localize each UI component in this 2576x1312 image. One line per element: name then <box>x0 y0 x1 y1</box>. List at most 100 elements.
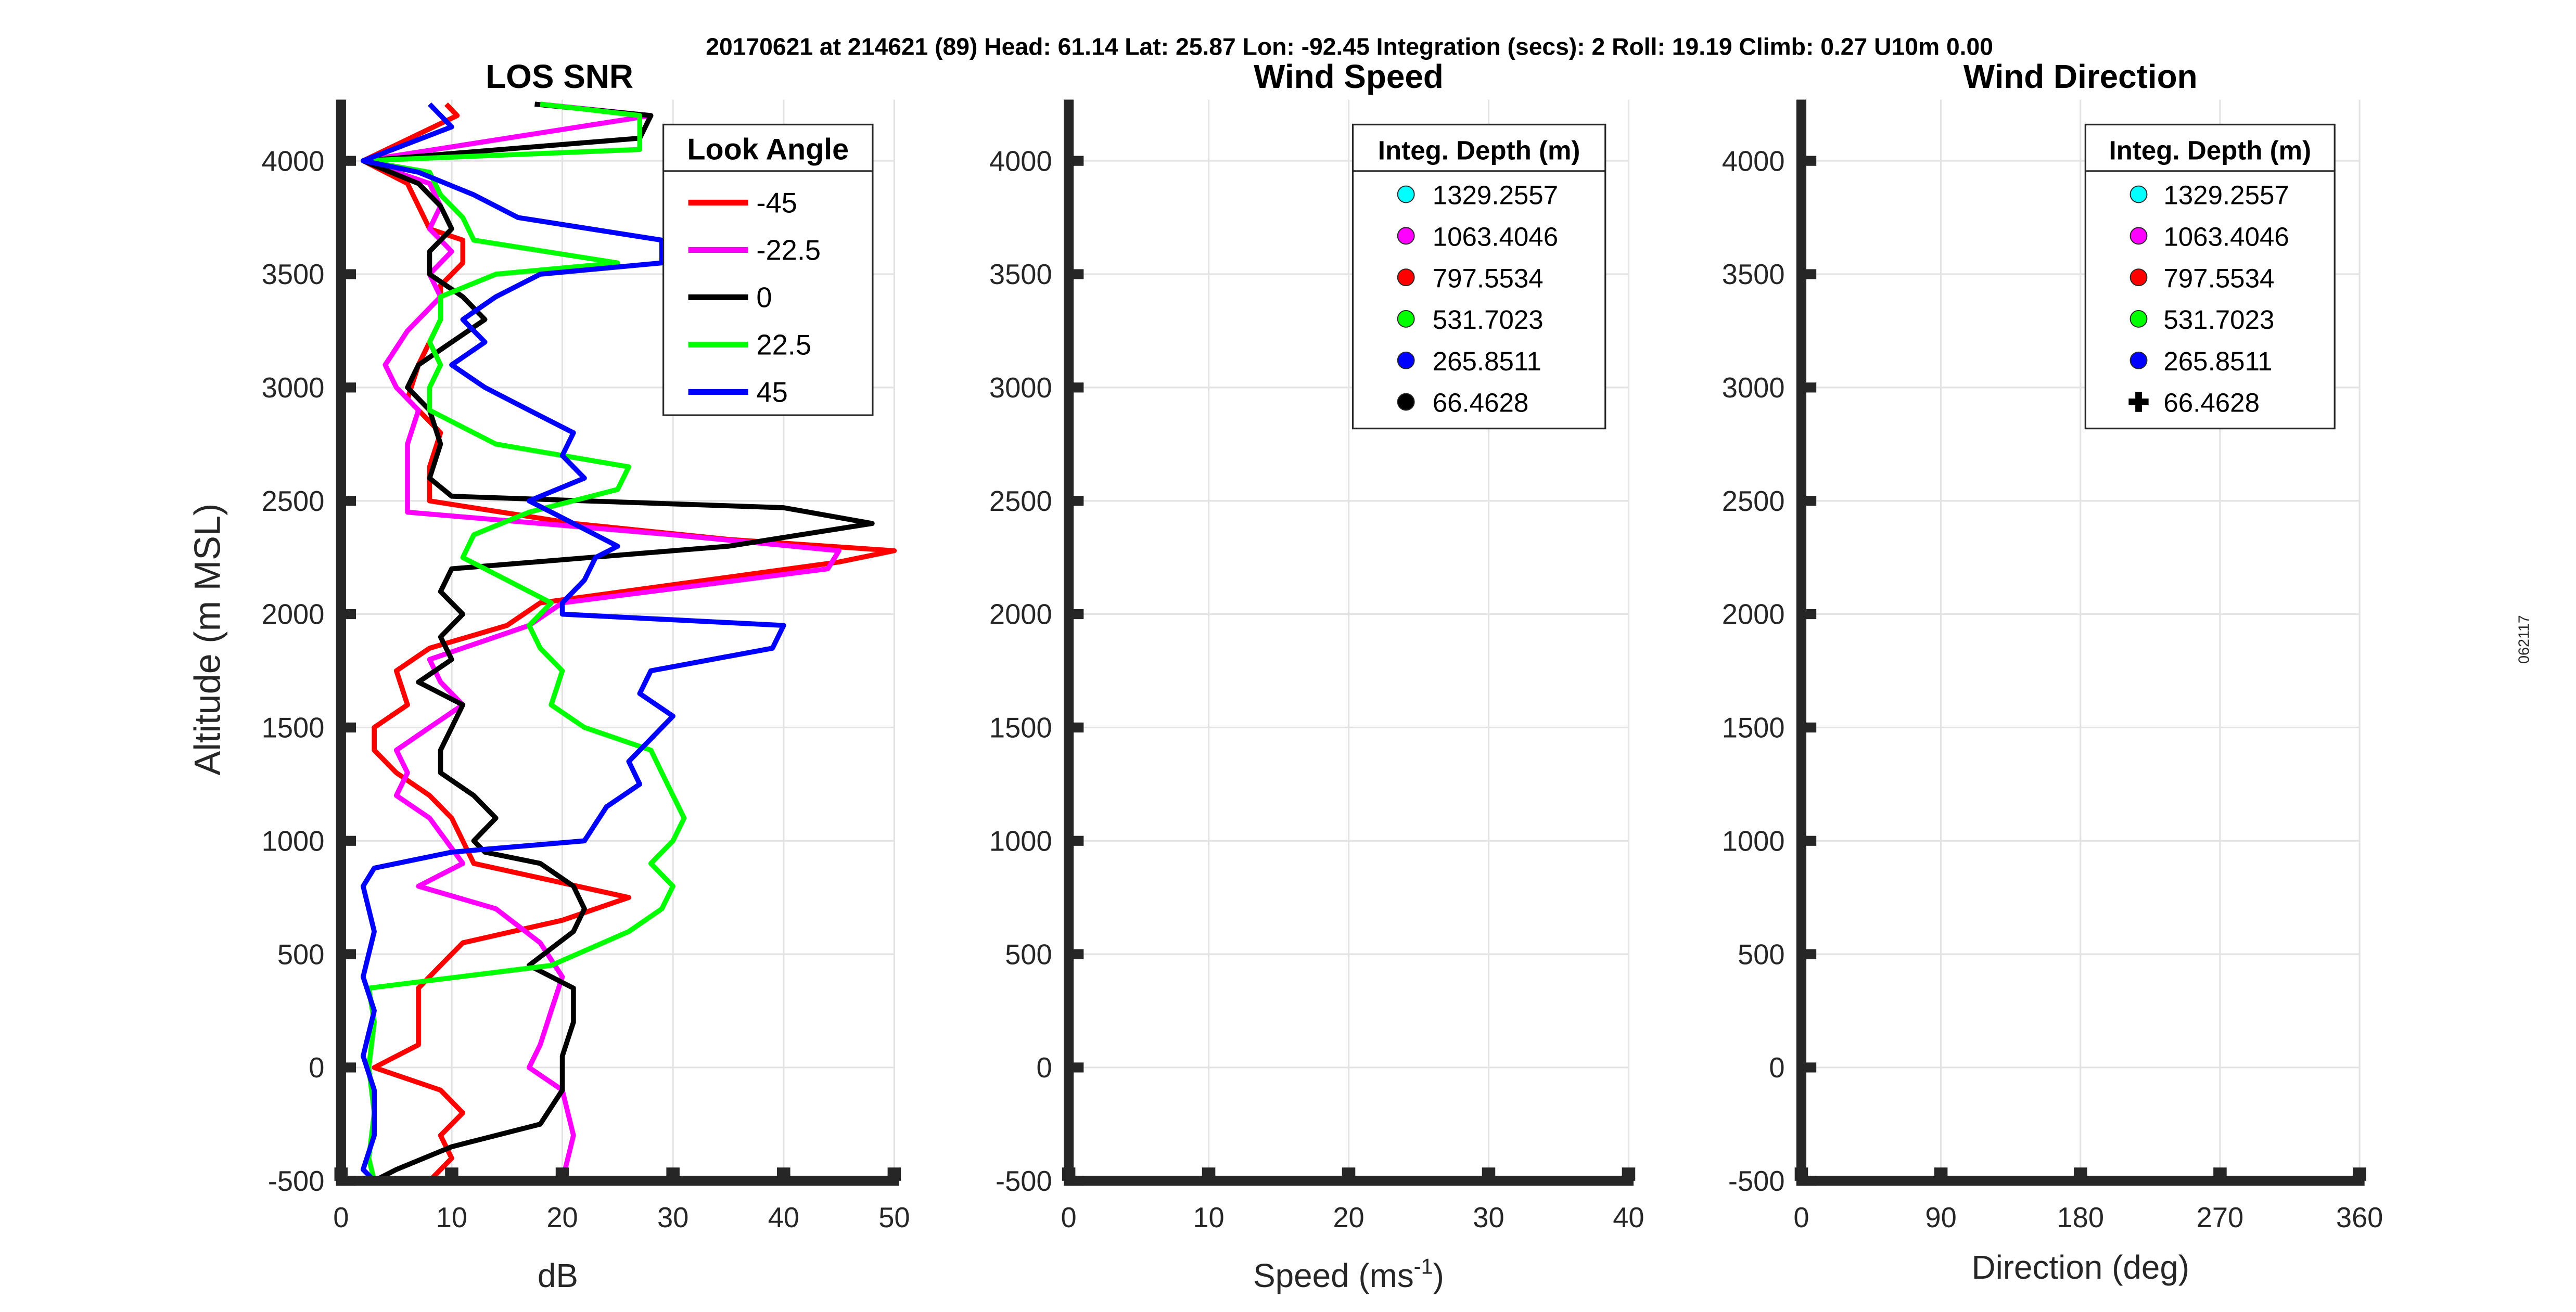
x-tick-mark <box>887 1167 901 1181</box>
y-tick-label: 0 <box>309 1052 324 1084</box>
legend-marker-circle <box>1397 227 1415 245</box>
legend-entry: 265.8511 <box>2163 346 2272 376</box>
x-axis-label: dB <box>538 1257 578 1294</box>
legend-marker-circle <box>2129 351 2148 369</box>
wind-speed-axes: 0 10 20 30 40 -500 0 500 1000 1500 2000 2500 3000 350… <box>989 58 1644 1294</box>
y-tick-label: 1500 <box>1722 712 1785 744</box>
x-tick-label: 20 <box>546 1202 578 1233</box>
y-tick-label: 2000 <box>1722 599 1785 631</box>
x-axis-label-text: Speed (ms <box>1253 1257 1414 1294</box>
x-tick-mark <box>666 1167 680 1181</box>
y-tick-label: 3500 <box>989 259 1052 290</box>
series-line-45 <box>360 102 786 1183</box>
x-tick-mark <box>2353 1167 2366 1181</box>
series-line-22.5 <box>360 101 687 1181</box>
legend-entry: 22.5 <box>756 329 811 361</box>
y-tick-mark <box>1801 1062 1817 1073</box>
y-tick-label: 3500 <box>262 259 325 290</box>
y-tick-mark <box>341 382 356 393</box>
y-tick-label: 0 <box>1036 1052 1052 1084</box>
legend-entry: 265.8511 <box>1433 346 1541 376</box>
y-axis-label: Altitude (m MSL) <box>186 504 227 776</box>
y-tick-label: -500 <box>996 1165 1052 1197</box>
y-tick-label: 1000 <box>989 825 1052 857</box>
legend-marker-circle <box>2129 268 2148 287</box>
y-tick-mark <box>1801 1176 1817 1186</box>
legend-entry: 1329.2557 <box>1433 181 1558 210</box>
y-tick-label: 0 <box>1769 1052 1784 1084</box>
legend-entry: 1063.4046 <box>1433 222 1558 251</box>
x-tick-mark <box>555 1167 569 1181</box>
y-tick-label: 1000 <box>1722 825 1785 857</box>
legend-title: Integ. Depth (m) <box>2109 135 2311 165</box>
x-axis-label-end: ) <box>1433 1257 1444 1294</box>
x-tick-label: 30 <box>1473 1202 1504 1233</box>
legend-entry: 531.7023 <box>2163 305 2274 335</box>
x-tick-label: 0 <box>1061 1202 1077 1233</box>
y-tick-label: 1500 <box>989 712 1052 744</box>
y-tick-mark <box>1068 382 1084 393</box>
series-line--22.5 <box>360 101 841 1181</box>
wind-direction-axes: 0 90 180 270 360 -500 0 500 1000 1500 2000 2500 3000… <box>1722 58 2383 1286</box>
legend-box <box>1351 123 1606 430</box>
y-tick-mark <box>1068 1176 1084 1186</box>
y-tick-mark <box>341 156 356 166</box>
series-line-0 <box>360 101 875 1184</box>
y-tick-label: 2500 <box>1722 485 1785 517</box>
y-tick-mark <box>1801 835 1817 846</box>
y-tick-mark <box>341 1062 356 1073</box>
legend-box <box>2084 123 2336 430</box>
x-tick-mark <box>2074 1167 2087 1181</box>
legend-entry: 797.5534 <box>2163 263 2274 293</box>
y-tick-label: 3000 <box>262 372 325 404</box>
y-tick-mark <box>1068 609 1084 620</box>
x-tick-mark <box>1622 1167 1636 1181</box>
legend-title: Look Angle <box>687 133 849 166</box>
y-tick-mark <box>1068 722 1084 732</box>
y-tick-mark <box>341 609 356 620</box>
x-tick-label: 270 <box>2197 1202 2244 1233</box>
legend-title: Integ. Depth (m) <box>1378 135 1580 165</box>
x-axis-label: Direction (deg) <box>1971 1249 2189 1286</box>
y-tick-mark <box>1068 835 1084 846</box>
x-axis-label-superscript: -1 <box>1414 1254 1433 1279</box>
side-label: 062117 <box>2516 615 2533 664</box>
y-tick-label: 4000 <box>989 145 1052 177</box>
y-tick-mark <box>341 722 356 732</box>
legend-marker-circle <box>1397 310 1415 328</box>
legend[interactable]: Integ. Depth (m) 1329.2557 1063.4046 797.55… <box>2084 123 2336 430</box>
y-tick-mark <box>341 835 356 846</box>
legend[interactable]: Look Angle -45 -22.5 0 22.5 45 <box>662 123 874 416</box>
legend-marker-circle <box>2129 185 2148 203</box>
y-tick-label: 500 <box>277 938 325 970</box>
y-tick-label: 2000 <box>262 599 325 631</box>
y-tick-label: -500 <box>268 1165 325 1197</box>
x-tick-label: 360 <box>2336 1202 2383 1233</box>
x-tick-label: 180 <box>2057 1202 2105 1233</box>
x-tick-label: 10 <box>436 1202 467 1233</box>
y-tick-mark <box>1068 156 1084 166</box>
x-tick-label: 40 <box>1613 1202 1644 1233</box>
x-tick-label: 30 <box>657 1202 688 1233</box>
y-tick-mark <box>341 1176 356 1186</box>
y-tick-mark <box>341 269 356 279</box>
legend[interactable]: Integ. Depth (m) 1329.2557 1063.4046 797.55… <box>1351 123 1606 430</box>
y-tick-label: 4000 <box>262 145 325 177</box>
y-tick-mark <box>341 949 356 959</box>
x-axis-label-text: dB <box>538 1257 578 1294</box>
y-tick-mark <box>1068 269 1084 279</box>
x-tick-label: 0 <box>1793 1202 1809 1233</box>
header-info: 20170621 at 214621 (89) Head: 61.14 Lat:… <box>706 33 1993 60</box>
legend-marker-circle <box>2129 310 2148 328</box>
y-tick-label: -500 <box>1728 1165 1785 1197</box>
y-tick-label: 500 <box>1738 938 1785 970</box>
legend-entry: -45 <box>756 187 797 219</box>
legend-entry: 66.4628 <box>1433 388 1529 418</box>
x-tick-mark <box>1202 1167 1216 1181</box>
legend-marker-circle <box>1397 268 1415 287</box>
los-snr-axes: 0 10 20 30 40 50 -500 0 500 1000 1500 2000 2500 3000 3… <box>186 58 910 1294</box>
y-tick-mark <box>341 496 356 506</box>
x-tick-label: 0 <box>333 1202 349 1233</box>
y-tick-label: 3000 <box>989 372 1052 404</box>
